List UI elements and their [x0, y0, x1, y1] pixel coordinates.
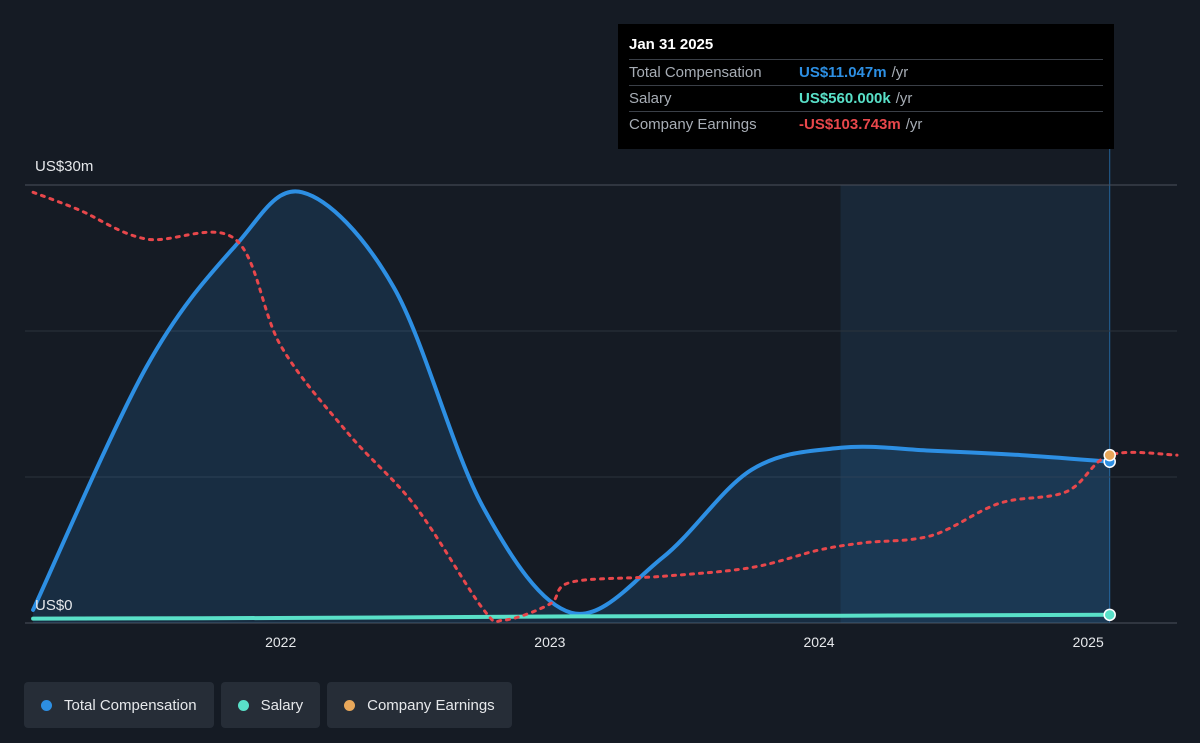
tooltip-row-salary: Salary US$560.000k /yr: [629, 85, 1103, 111]
tooltip-unit: /yr: [895, 90, 913, 107]
legend-item-salary[interactable]: Salary: [220, 682, 321, 728]
y-axis-top-label: US$30m: [35, 158, 94, 175]
blue-dot-icon: [41, 699, 52, 711]
legend-item-total-compensation[interactable]: Total Compensation: [24, 682, 214, 728]
highlight-band: [840, 185, 1110, 623]
legend-label: Company Earnings: [367, 696, 495, 714]
legend-label: Salary: [260, 696, 304, 714]
legend: Total Compensation Salary Company Earnin…: [24, 682, 512, 728]
salary-marker: [1103, 608, 1116, 622]
tooltip-unit: /yr: [905, 116, 923, 133]
tooltip-value: US$560.000k: [799, 90, 891, 107]
total-compensation-area: [33, 191, 1110, 623]
tooltip-value: -US$103.743m: [799, 116, 901, 133]
tooltip-label: Total Compensation: [629, 64, 762, 81]
x-tick-label: 2023: [534, 634, 566, 650]
tooltip-value: US$11.047m: [799, 64, 887, 81]
tooltip-date: Jan 31 2025: [629, 36, 714, 53]
orange-dot-icon: [344, 699, 356, 711]
company-earnings-marker: [1103, 448, 1116, 462]
teal-dot-icon: [237, 699, 249, 711]
tooltip-unit: /yr: [891, 64, 909, 81]
x-tick-label: 2022: [265, 634, 297, 650]
tooltip-label: Company Earnings: [629, 116, 757, 133]
tooltip-row-total-compensation: Total Compensation US$11.047m /yr: [629, 59, 1103, 85]
total-compensation-line: [31, 189, 1112, 616]
legend-label: Total Compensation: [64, 696, 197, 714]
tooltip-label: Salary: [629, 90, 672, 107]
x-tick-label: 2024: [803, 634, 835, 650]
tooltip-row-company-earnings: Company Earnings -US$103.743m /yr: [629, 111, 1103, 137]
tooltip: Jan 31 2025 Total Compensation US$11.047…: [618, 24, 1114, 149]
salary-line: [31, 612, 1112, 621]
legend-item-company-earnings[interactable]: Company Earnings: [327, 682, 512, 728]
company-earnings-line: [31, 190, 1179, 624]
y-axis-bottom-label: US$0: [35, 597, 73, 614]
x-tick-label: 2025: [1072, 634, 1104, 650]
